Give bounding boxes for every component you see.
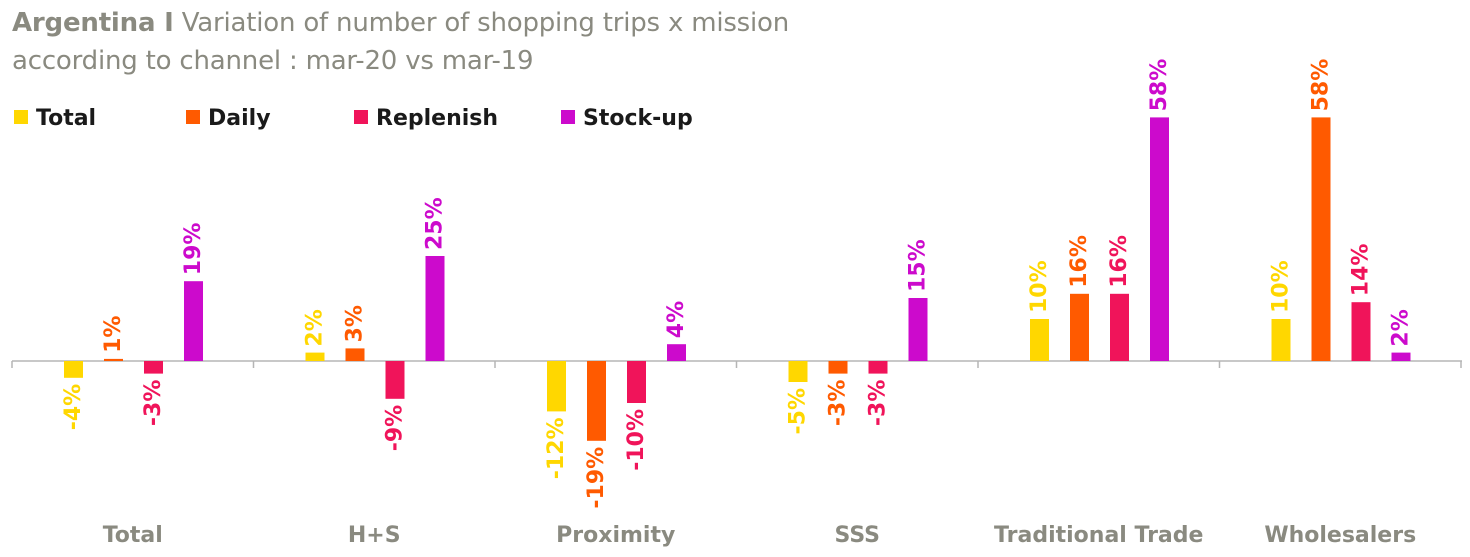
data-label: 19%: [181, 223, 206, 276]
data-label: -10%: [624, 409, 649, 471]
data-label: -3%: [826, 380, 851, 426]
bar: [1110, 293, 1129, 361]
bar: [667, 344, 686, 361]
legend-label-total: Total: [36, 106, 97, 131]
bar: [908, 298, 928, 361]
bar: [144, 361, 163, 374]
title-text: Variation of number of shopping trips x …: [181, 8, 790, 38]
bar: [868, 361, 888, 374]
data-label: -5%: [786, 388, 811, 434]
bar: [1271, 319, 1291, 361]
data-label: 58%: [1309, 59, 1334, 112]
data-label: 58%: [1147, 59, 1172, 112]
bar: [1391, 352, 1411, 361]
legend-label-replenish: Replenish: [376, 106, 499, 131]
legend-item-daily: Daily: [186, 104, 271, 134]
data-label: 14%: [1349, 244, 1374, 297]
bar: [627, 361, 646, 403]
data-label: 16%: [1067, 235, 1092, 288]
data-label: 10%: [1269, 260, 1294, 313]
category-label: Proximity: [556, 523, 675, 548]
bar: [1030, 319, 1049, 361]
category-label: SSS: [834, 523, 880, 548]
legend-item-stock-up: Stock-up: [561, 104, 693, 134]
title-country: Argentina I: [12, 8, 174, 38]
category-label: Total: [103, 523, 163, 548]
chart-subtitle: according to channel : mar-20 vs mar-19: [12, 46, 534, 76]
legend-item-replenish: Replenish: [354, 104, 498, 134]
data-label: -4%: [61, 384, 86, 430]
bar: [788, 361, 808, 382]
legend-label-stock-up: Stock-up: [583, 106, 693, 131]
chart-title: Argentina I Variation of number of shopp…: [12, 4, 789, 80]
data-label: 15%: [906, 239, 931, 292]
data-label: -3%: [141, 380, 166, 426]
data-label: 2%: [303, 309, 328, 346]
bar: [305, 352, 325, 361]
category-label: Traditional Trade: [994, 523, 1203, 548]
data-label: 10%: [1027, 260, 1052, 313]
data-label: -3%: [866, 380, 891, 426]
data-label: 1%: [101, 316, 126, 353]
legend-item-total: Total: [14, 104, 96, 134]
category-label: Wholesalers: [1264, 523, 1416, 548]
bar: [425, 256, 445, 361]
bar: [345, 348, 365, 361]
data-label: -12%: [544, 417, 569, 479]
bar: [104, 358, 123, 361]
legend-swatch-stock-up: [561, 110, 575, 124]
category-label: H+S: [348, 523, 401, 548]
bar: [1311, 117, 1331, 362]
legend-swatch-total: [14, 110, 28, 124]
bar: [1351, 302, 1371, 361]
bar: [184, 281, 203, 361]
bar: [64, 361, 83, 378]
data-label: -19%: [584, 447, 609, 509]
legend-swatch-replenish: [354, 110, 368, 124]
data-label: 3%: [343, 305, 368, 342]
bar: [385, 361, 405, 399]
data-label: 4%: [664, 301, 689, 338]
data-label: -9%: [383, 405, 408, 451]
legend-label-daily: Daily: [208, 106, 271, 131]
data-label: 25%: [423, 197, 448, 250]
data-label: 16%: [1107, 235, 1132, 288]
bar: [1070, 293, 1089, 361]
bar: [828, 361, 848, 374]
data-label: 2%: [1389, 309, 1414, 346]
bar: [547, 361, 566, 412]
bar: [587, 361, 606, 441]
bar: [1150, 117, 1169, 362]
legend-swatch-daily: [186, 110, 200, 124]
